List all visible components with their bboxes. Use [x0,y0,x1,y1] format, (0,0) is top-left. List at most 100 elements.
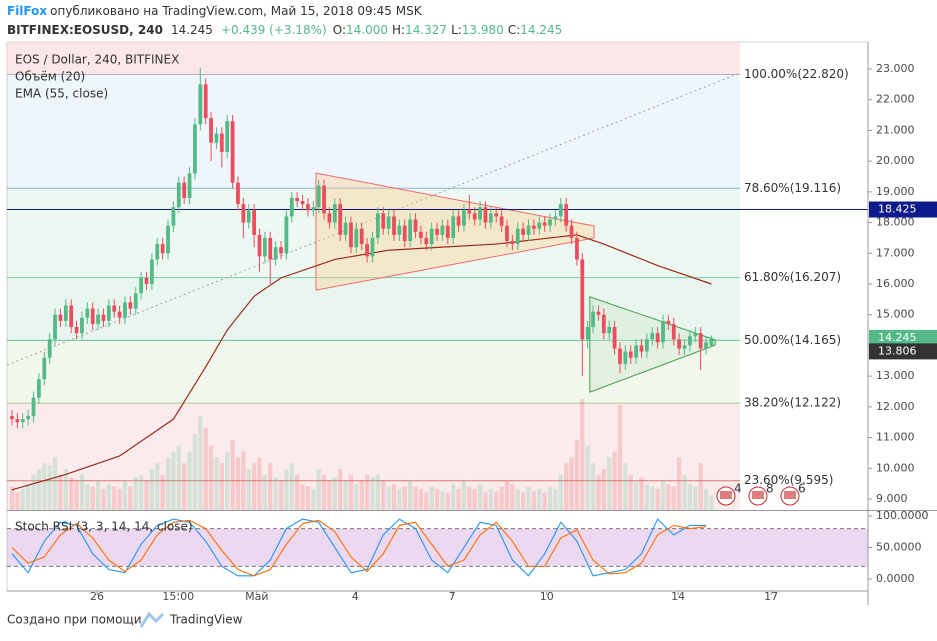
candle-body [381,213,386,229]
volume-bar [515,488,520,510]
volume-bar [381,480,386,510]
x-tick-label: Май [245,590,268,603]
candle-body [623,351,628,364]
ohlc-value: 14.245 [520,23,562,37]
candle-body [230,121,235,183]
candle-body [106,305,111,321]
candle-body [273,247,278,260]
fib-band [7,403,740,481]
candle-body [618,348,622,364]
volume-bar [25,484,31,510]
stoch-line [11,519,707,577]
volume-bar [526,486,531,510]
candle-body [505,225,509,242]
symbol: BITFINEX:EOSUSD, 240 [7,23,163,37]
volume-bar [144,480,149,510]
volume-bar [9,486,15,510]
y-tick-label: 100.0000 [876,509,929,522]
candle-body [160,244,165,254]
candle-body [709,337,714,346]
volume-bar [494,491,499,510]
volume-bar [47,465,52,510]
candle-body [209,118,213,143]
candle-body [392,216,396,235]
candle-body [639,345,644,352]
candle-body [397,225,402,235]
volume-bar [79,474,85,510]
candle-body [58,314,63,321]
volume-bar [612,451,617,510]
volume-bar [391,484,397,510]
candle-body [488,213,493,223]
volume-bar [537,488,542,510]
volume-bar [628,474,633,510]
candle-body [252,210,256,235]
volume-bar [182,463,187,510]
candle-body [63,305,68,321]
candle-body [155,244,160,260]
candle-body [289,198,294,217]
volume-bar [133,477,138,510]
volume-bar [677,457,682,510]
candle-body [478,207,482,220]
candle-body [42,357,47,380]
candle-body [219,133,224,152]
symbol-line: BITFINEX:EOSUSD, 240 14.245 +0.439 (+3.18%… [7,23,562,37]
x-tick-label: 26 [90,590,104,603]
candle-body [262,237,267,257]
candle-body [607,327,612,334]
event-flag [751,491,764,499]
fib-band [7,340,740,404]
candle-body [198,84,203,125]
volume-bar [660,480,666,510]
volume-bar [402,486,407,510]
candle-body [316,185,321,208]
volume-bar [203,428,208,510]
candle-body [343,222,348,235]
candle-body [462,210,466,226]
candle-body [123,302,127,318]
y-tick-label: 0.0000 [876,572,915,585]
x-tick-label: 17 [764,590,778,603]
candle-body [612,327,617,349]
volume-bar [257,457,262,510]
candle-body [650,333,655,340]
volume-bar [472,488,477,510]
candle-body [203,84,208,119]
candle-body [241,204,246,223]
volume-bar [149,469,155,510]
volume-bar [90,486,95,510]
volume-bar [569,457,574,510]
volume-bar [703,488,709,510]
price-tag-label: 14.245 [878,331,917,344]
candle-body [236,182,240,205]
candle-body [112,305,117,312]
event-flag [783,491,796,499]
volume-bar [327,480,332,510]
volume-bar [52,457,58,510]
x-tick-label: 14 [671,590,685,603]
volume-bar [601,469,606,510]
volume-bar [418,488,424,510]
candle-body [628,351,633,358]
volume-bar [397,488,402,510]
pane-title: Stoch RSI (3, 3, 14, 14, close) [15,520,193,534]
candle-body [634,345,638,358]
candle-body [139,277,144,294]
volume-bar [407,480,413,510]
volume-bar [106,484,112,510]
fib-label: 38.20%(12.122) [744,396,841,410]
footer-brand[interactable]: TradingView [169,613,243,627]
volume-bar [289,463,294,510]
x-tick-label: 15:00 [162,590,194,603]
candle-body [37,379,41,398]
volume-bar [510,484,515,510]
fib-band [7,480,740,510]
candle-body [365,244,369,257]
candle-body [279,247,283,254]
volume-bar [558,474,563,510]
price-tag [869,201,937,218]
y-tick-label: 19.000 [876,185,915,198]
volume-bar [456,488,461,510]
volume-bar [305,486,311,510]
